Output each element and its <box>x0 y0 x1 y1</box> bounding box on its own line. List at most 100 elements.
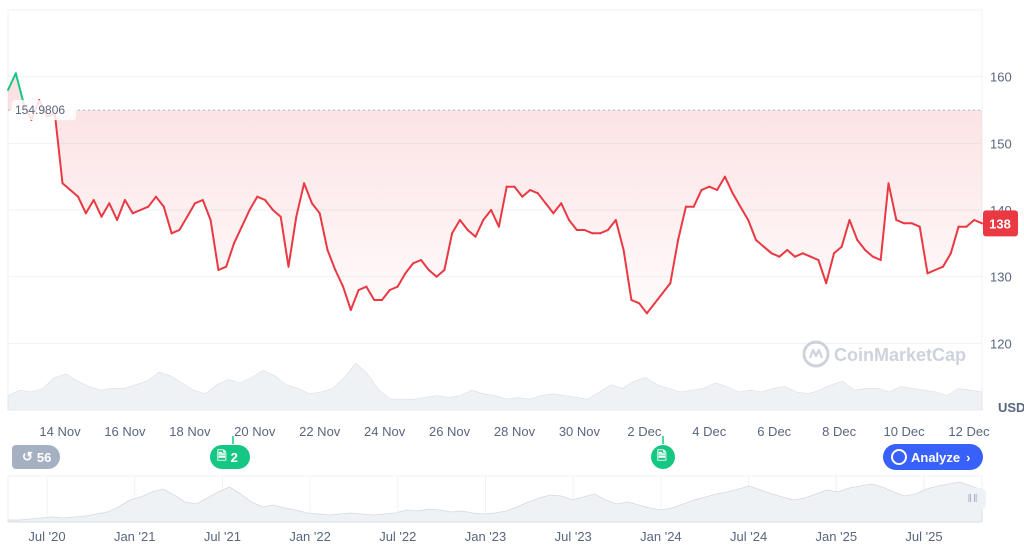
x-tick-label: 20 Nov <box>234 424 276 439</box>
price-segment <box>716 175 726 191</box>
price-segment <box>949 225 960 255</box>
x-tick-label: 18 Nov <box>169 424 211 439</box>
price-segment <box>840 219 851 248</box>
x-tick-label: 22 Nov <box>299 424 341 439</box>
price-segment <box>544 202 555 215</box>
price-segment <box>638 302 648 315</box>
price-segment <box>973 219 983 225</box>
price-segment <box>108 202 119 221</box>
price-segment <box>381 289 391 301</box>
price-segment <box>201 199 212 221</box>
price-segment <box>170 229 181 235</box>
price-segment <box>123 199 134 215</box>
price-segment <box>303 182 313 205</box>
price-segment <box>318 212 329 251</box>
price-segment <box>61 182 72 191</box>
navigator-handle-icon[interactable]: ‖‖ <box>960 488 986 510</box>
price-segment <box>435 269 446 278</box>
price-segment <box>856 239 867 251</box>
price-segment <box>482 209 493 221</box>
navigator-label: Jan '21 <box>114 529 156 544</box>
price-segment <box>871 255 882 261</box>
history-count: 56 <box>36 449 52 465</box>
navigator-label: Jul '22 <box>379 529 416 544</box>
price-segment <box>622 249 633 301</box>
y-unit-label: USD <box>998 400 1024 415</box>
y-tick-label: 130 <box>990 270 1012 285</box>
x-axis: 14 Nov 16 Nov 18 Nov 20 Nov 22 Nov 24 Nov 26 N… <box>39 424 990 439</box>
price-segment <box>240 209 251 228</box>
price-segment <box>194 199 204 205</box>
x-tick-label: 2 Dec <box>627 424 661 439</box>
price-segment <box>809 255 820 261</box>
price-segment <box>396 272 407 288</box>
current-price-badge: 138 <box>983 210 1018 237</box>
watermark-text: CoinMarketCap <box>834 345 966 365</box>
price-segment <box>864 249 874 258</box>
analyze-label: Analyze <box>911 449 961 465</box>
price-segment <box>614 219 625 251</box>
price-line <box>7 72 983 315</box>
coinmarketcap-logo-icon <box>802 340 830 368</box>
price-segment <box>708 185 719 191</box>
price-segment <box>490 209 500 228</box>
news-badge[interactable]: 🗎 2 <box>210 445 250 469</box>
price-segment <box>645 302 656 315</box>
y-tick-label: 160 <box>990 70 1012 85</box>
price-segment <box>731 192 742 208</box>
price-segment <box>474 219 485 238</box>
price-segment <box>233 225 243 245</box>
price-segment <box>762 245 773 255</box>
price-segment <box>225 242 235 268</box>
navigator-label: Jul '20 <box>28 529 65 544</box>
price-segment <box>583 229 594 235</box>
price-segment <box>53 112 64 185</box>
analyze-button[interactable]: Analyze › <box>883 444 983 470</box>
x-tick-label: 16 Nov <box>104 424 146 439</box>
x-tick-label: 26 Nov <box>429 424 471 439</box>
price-segment <box>677 205 687 241</box>
price-segment <box>630 299 641 305</box>
price-segment <box>178 215 189 231</box>
price-segment <box>910 222 921 228</box>
navigator-label: Jul '21 <box>204 529 241 544</box>
price-segment <box>147 195 157 208</box>
history-badge[interactable]: ↺ 56 <box>12 445 60 469</box>
news-badge-2[interactable]: 🗎 <box>651 445 675 469</box>
price-segment <box>404 262 415 275</box>
price-segment <box>84 199 95 215</box>
price-segment <box>669 239 680 285</box>
price-segment <box>692 189 703 208</box>
navigator-label: Jan '22 <box>289 529 331 544</box>
price-segment <box>568 219 578 231</box>
price-segment <box>466 229 477 238</box>
navigator-label: Jul '23 <box>555 529 592 544</box>
history-icon: ↺ <box>22 449 33 464</box>
price-segment <box>295 182 306 218</box>
price-segment <box>349 289 360 311</box>
price-segment <box>661 282 672 295</box>
navigator-label: Jul '25 <box>905 529 942 544</box>
watermark: CoinMarketCap <box>802 340 966 368</box>
navigator-label: Jan '25 <box>816 529 858 544</box>
y-tick-label: 120 <box>990 336 1012 351</box>
price-segment <box>965 219 976 228</box>
news-count: 2 <box>230 449 238 465</box>
reference-value: 154.9806 <box>15 103 65 117</box>
x-tick-label: 8 Dec <box>822 424 856 439</box>
x-tick-label: 4 Dec <box>692 424 726 439</box>
price-segment <box>536 192 547 205</box>
price-segment <box>92 199 103 218</box>
price-segment <box>451 219 461 235</box>
y-tick-label: 150 <box>990 136 1012 151</box>
price-segment <box>279 215 290 268</box>
price-segment <box>458 219 469 231</box>
x-tick-label: 12 Dec <box>948 424 990 439</box>
price-segment <box>778 249 789 258</box>
price-segment <box>264 199 274 211</box>
price-segment <box>209 219 220 271</box>
x-tick-label: 30 Nov <box>559 424 601 439</box>
x-tick-label: 6 Dec <box>757 424 791 439</box>
price-segment <box>879 182 890 261</box>
